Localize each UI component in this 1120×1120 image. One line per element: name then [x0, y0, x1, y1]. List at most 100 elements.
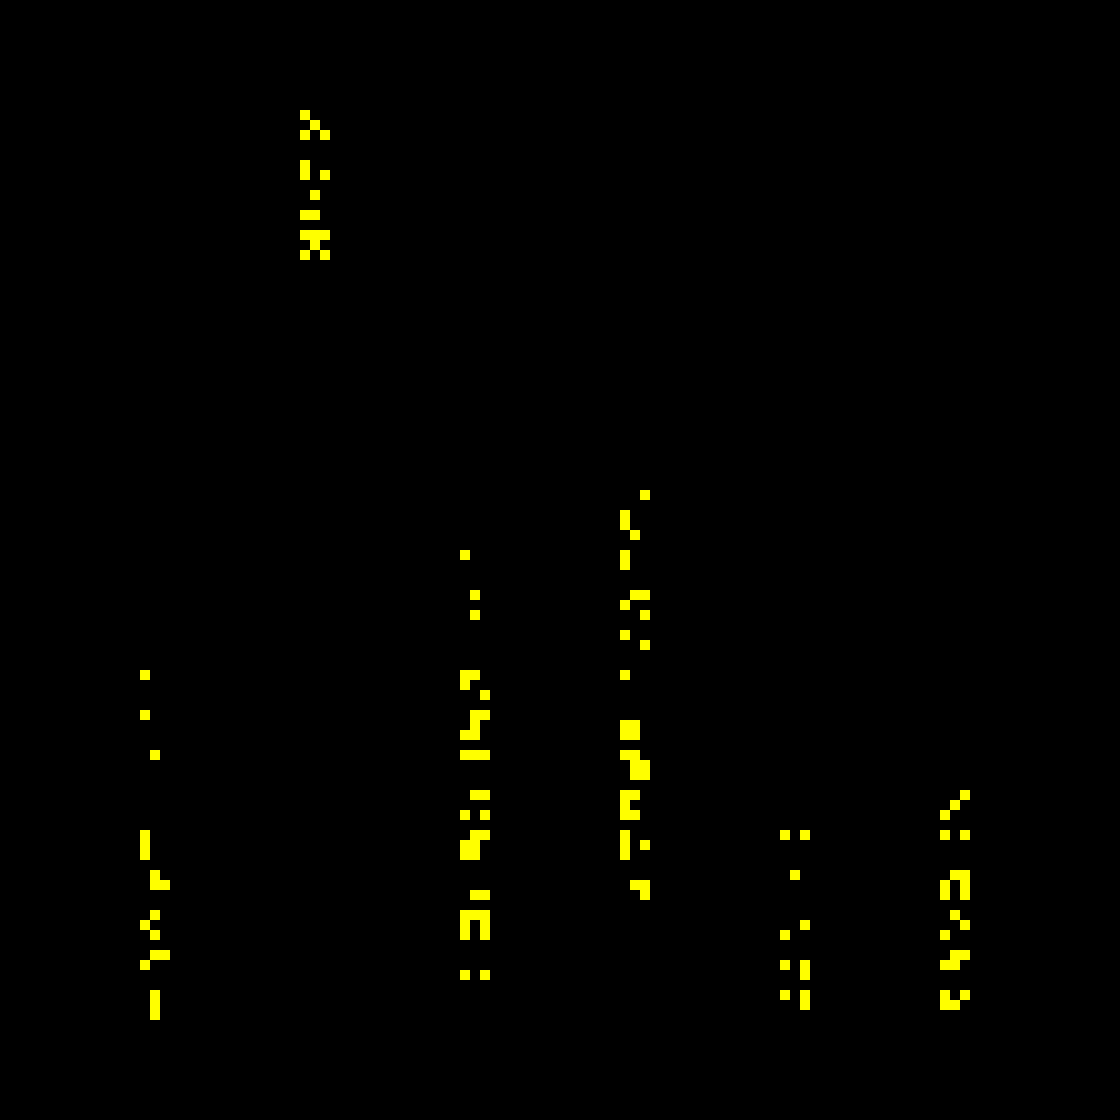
lit-cell [470, 590, 480, 600]
lit-cell [940, 890, 950, 900]
lit-cell [640, 640, 650, 650]
lit-cell [780, 990, 790, 1000]
lit-cell [630, 760, 640, 770]
lit-cell [470, 710, 480, 720]
lit-cell [640, 610, 650, 620]
lit-cell [140, 960, 150, 970]
lit-cell [150, 1010, 160, 1020]
lit-cell [630, 590, 640, 600]
lit-cell [620, 520, 630, 530]
lit-cell [630, 790, 640, 800]
lit-cell [300, 160, 310, 170]
lit-cell [640, 760, 650, 770]
lit-cell [620, 630, 630, 640]
lit-cell [620, 730, 630, 740]
lit-cell [940, 880, 950, 890]
lit-cell [140, 920, 150, 930]
lit-cell [940, 930, 950, 940]
lit-cell [640, 880, 650, 890]
lit-cell [460, 810, 470, 820]
column-1 [140, 0, 170, 1120]
column-6 [940, 0, 970, 1120]
lit-cell [140, 840, 150, 850]
lit-cell [140, 850, 150, 860]
lit-cell [800, 1000, 810, 1010]
lit-cell [480, 830, 490, 840]
lit-cell [960, 890, 970, 900]
lit-cell [950, 910, 960, 920]
lit-cell [630, 810, 640, 820]
lit-cell [150, 950, 160, 960]
lit-cell [940, 1000, 950, 1010]
lit-cell [320, 130, 330, 140]
lit-cell [630, 530, 640, 540]
lit-cell [630, 750, 640, 760]
lit-cell [960, 790, 970, 800]
lit-cell [630, 730, 640, 740]
lit-cell [480, 970, 490, 980]
lit-cell [150, 990, 160, 1000]
lit-cell [150, 880, 160, 890]
lit-cell [950, 1000, 960, 1010]
lit-cell [620, 750, 630, 760]
lit-cell [470, 610, 480, 620]
lit-cell [300, 230, 310, 240]
lit-cell [780, 930, 790, 940]
lit-cell [460, 850, 470, 860]
lit-cell [140, 670, 150, 680]
lit-cell [950, 950, 960, 960]
lit-cell [150, 750, 160, 760]
lit-cell [150, 930, 160, 940]
lit-cell [300, 170, 310, 180]
lit-cell [150, 870, 160, 880]
lit-cell [470, 910, 480, 920]
lit-cell [620, 560, 630, 570]
lit-cell [640, 890, 650, 900]
lit-cell [470, 750, 480, 760]
lit-cell [960, 920, 970, 930]
column-5 [780, 0, 810, 1120]
lit-cell [150, 1000, 160, 1010]
column-3 [460, 0, 490, 1120]
lit-cell [320, 230, 330, 240]
lit-cell [460, 670, 470, 680]
lit-cell [960, 880, 970, 890]
lit-cell [800, 970, 810, 980]
lit-cell [310, 240, 320, 250]
lit-cell [140, 710, 150, 720]
lit-cell [480, 710, 490, 720]
lit-cell [630, 880, 640, 890]
lit-cell [960, 990, 970, 1000]
lit-cell [640, 490, 650, 500]
lit-cell [460, 750, 470, 760]
lit-cell [620, 840, 630, 850]
lit-cell [960, 830, 970, 840]
lit-cell [940, 810, 950, 820]
lit-cell [310, 120, 320, 130]
lit-cell [620, 720, 630, 730]
lit-cell [300, 110, 310, 120]
lit-cell [630, 770, 640, 780]
lit-cell [470, 830, 480, 840]
lit-cell [460, 680, 470, 690]
lit-cell [160, 880, 170, 890]
lit-cell [940, 990, 950, 1000]
lit-cell [470, 670, 480, 680]
lit-cell [640, 770, 650, 780]
lit-cell [460, 840, 470, 850]
lit-cell [460, 920, 470, 930]
lit-cell [800, 990, 810, 1000]
lit-cell [640, 840, 650, 850]
lit-cell [800, 920, 810, 930]
lit-cell [310, 230, 320, 240]
column-4 [620, 0, 650, 1120]
lit-cell [620, 510, 630, 520]
lit-cell [620, 670, 630, 680]
lit-cell [780, 960, 790, 970]
lit-cell [480, 750, 490, 760]
lit-cell [630, 720, 640, 730]
lit-cell [950, 870, 960, 880]
lit-cell [480, 890, 490, 900]
lit-cell [320, 250, 330, 260]
